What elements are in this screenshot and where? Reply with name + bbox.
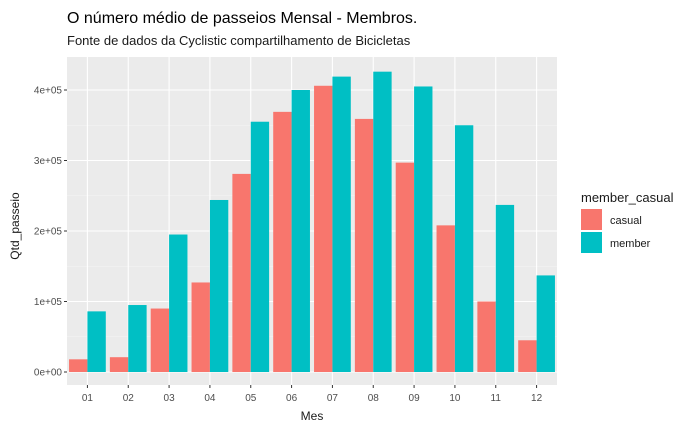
bar-member-02 [128, 305, 147, 372]
bar-casual-04 [191, 282, 210, 372]
bar-casual-11 [477, 301, 496, 372]
y-tick-label: 3e+05 [34, 156, 63, 167]
legend: member_casual casual member [581, 190, 674, 253]
x-tick-label: 09 [409, 393, 421, 404]
bar-member-08 [373, 71, 392, 373]
bar-casual-06 [273, 111, 292, 372]
y-tick-label: 2e+05 [34, 227, 63, 238]
bar-member-05 [250, 121, 270, 372]
y-tick-label: 1e+05 [34, 297, 63, 308]
bar-casual-12 [518, 340, 537, 372]
x-tick-label: 07 [327, 393, 339, 404]
legend-key-casual [581, 209, 602, 230]
legend-key-member [581, 232, 602, 253]
y-tick-label: 0e+00 [34, 368, 63, 379]
bar-casual-09 [395, 162, 415, 372]
bar-casual-01 [69, 359, 88, 372]
bar-member-12 [536, 275, 555, 372]
bars [69, 71, 555, 373]
bar-casual-05 [232, 173, 251, 372]
bar-member-09 [414, 86, 433, 372]
x-tick-label: 02 [123, 393, 135, 404]
bar-casual-02 [109, 357, 129, 372]
x-tick-label: 06 [286, 393, 298, 404]
bar-member-01 [87, 311, 106, 372]
plot-panel [67, 57, 557, 385]
bar-casual-08 [354, 118, 374, 372]
legend-title: member_casual [581, 190, 674, 205]
bar-member-07 [332, 76, 351, 372]
chart-subtitle: Fonte de dados da Cyclistic compartilham… [67, 33, 411, 48]
bar-casual-07 [314, 85, 333, 373]
bar-member-10 [454, 125, 474, 372]
bar-member-06 [291, 90, 310, 372]
chart-title: O número médio de passeios Mensal - Memb… [67, 10, 417, 27]
bar-member-03 [169, 234, 188, 372]
bar-member-11 [495, 204, 515, 372]
x-axis-title: Mes [301, 409, 324, 423]
x-tick-label: 12 [531, 393, 543, 404]
x-tick-label: 01 [82, 393, 94, 404]
x-tick-label: 10 [449, 393, 461, 404]
bar-member-04 [209, 199, 229, 372]
y-tick-label: 4e+05 [34, 86, 63, 97]
legend-label-member: member [610, 238, 651, 250]
y-axis-title: Qtd_passeio [8, 192, 22, 260]
bar-casual-03 [150, 308, 170, 372]
x-axis-ticks: 01 02 03 04 05 06 07 08 09 10 11 12 [82, 385, 543, 404]
x-tick-label: 08 [368, 393, 380, 404]
x-tick-label: 03 [164, 393, 176, 404]
x-tick-label: 04 [204, 393, 216, 404]
y-axis-ticks: 0e+00 1e+05 2e+05 3e+05 4e+05 [34, 86, 67, 379]
legend-label-casual: casual [610, 215, 642, 227]
bar-casual-10 [436, 225, 455, 372]
x-tick-label: 11 [491, 393, 502, 404]
x-tick-label: 05 [245, 393, 257, 404]
